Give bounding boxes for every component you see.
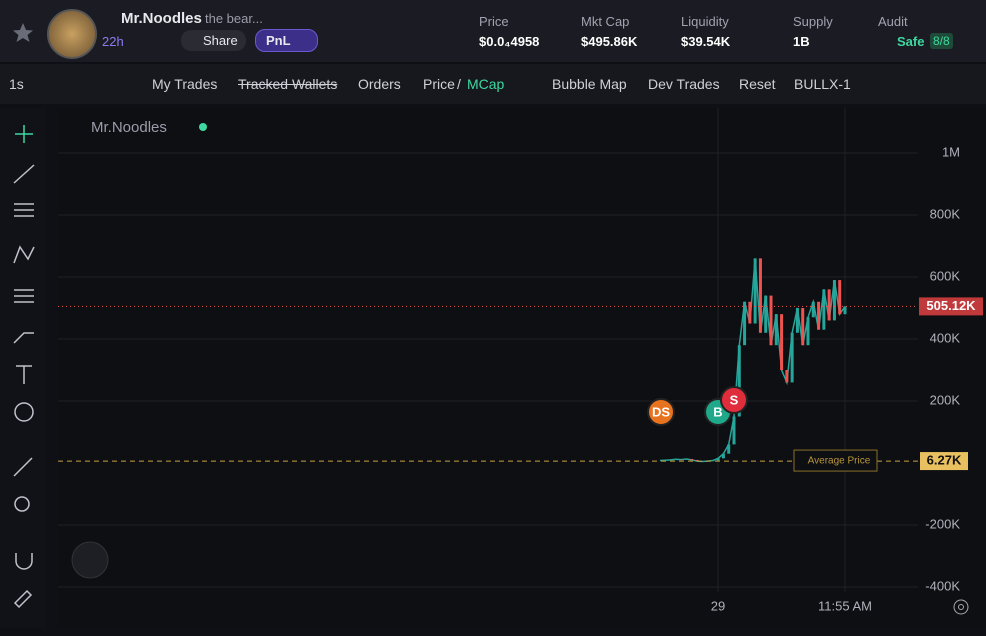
y-tick-label: -200K bbox=[925, 516, 960, 531]
stat-label: Liquidity bbox=[681, 14, 729, 29]
average-price-tag bbox=[920, 452, 968, 471]
stat-label: Mkt Cap bbox=[581, 14, 630, 29]
interval[interactable]: 1s bbox=[9, 76, 24, 92]
star-icon[interactable] bbox=[10, 20, 36, 44]
stat-value: $495.86K bbox=[581, 34, 638, 49]
plot-bg bbox=[58, 108, 986, 628]
token-avatar bbox=[47, 9, 97, 59]
average-price-text: Average Price bbox=[808, 456, 871, 467]
trade-marker-label: S bbox=[730, 392, 739, 407]
y-tick-label: 400K bbox=[930, 330, 961, 345]
last-price-tag bbox=[919, 297, 983, 316]
audit-badge: 8/8 bbox=[930, 33, 953, 49]
trade-marker-label: B bbox=[713, 404, 722, 419]
toolbar-item[interactable]: Orders bbox=[358, 76, 401, 92]
token-name: Mr.Noodles bbox=[121, 10, 202, 27]
toolbar-item[interactable]: Price bbox=[423, 76, 455, 92]
stat-value: $0.0₄4958 bbox=[479, 34, 540, 49]
x-label: 11:55 AM bbox=[818, 598, 872, 613]
token-age: 22h bbox=[102, 34, 124, 49]
average-price-label: 6.27K bbox=[927, 453, 962, 468]
share-button[interactable]: Share bbox=[181, 30, 246, 51]
toolbar-item[interactable]: MCap bbox=[467, 76, 505, 92]
trade-marker bbox=[647, 398, 675, 426]
header: Mr.Noodles the bear... 22h Share PnL Pri… bbox=[0, 0, 986, 62]
toolbar-item[interactable]: My Trades bbox=[152, 76, 218, 92]
y-tick-label: 600K bbox=[930, 268, 961, 283]
trade-marker-label: DS bbox=[652, 404, 670, 419]
last-price-label: 505.12K bbox=[926, 298, 976, 313]
chart: Mr.Noodles 29 11:55 AM 1M 800K 600K 400K 200… bbox=[58, 108, 986, 628]
legend: Mr.Noodles bbox=[91, 119, 167, 136]
token-desc: the bear... bbox=[205, 11, 263, 26]
stat-label: Price bbox=[479, 14, 509, 29]
toolbar-item[interactable]: BULLX-1 bbox=[794, 76, 851, 92]
tool-icons bbox=[13, 125, 35, 609]
toolbar-item[interactable]: Reset bbox=[739, 76, 776, 92]
toolbar-item[interactable]: Bubble Map bbox=[552, 76, 627, 92]
pnl-button[interactable]: PnL bbox=[255, 29, 318, 52]
y-tick-label: -400K bbox=[925, 578, 960, 593]
toolbar: 1s My Trades Tracked Wallets Orders Pric… bbox=[0, 64, 986, 104]
status-dot bbox=[199, 123, 207, 131]
tv-logo bbox=[71, 541, 109, 579]
average-price-box bbox=[793, 449, 878, 472]
y-tick-label: 1M bbox=[942, 144, 960, 159]
stat-value: Safe bbox=[897, 34, 925, 49]
trade-marker bbox=[720, 386, 748, 414]
toolbar-item[interactable]: Tracked Wallets bbox=[238, 76, 338, 92]
toolbar-item: / bbox=[457, 76, 461, 92]
y-tick-label: 200K bbox=[930, 392, 961, 407]
stat-value: $39.54K bbox=[681, 34, 731, 49]
tool-sidebar bbox=[0, 108, 46, 628]
settings-icon[interactable] bbox=[953, 599, 969, 615]
stat-label[interactable]: Audit bbox=[878, 14, 908, 29]
stat-value: 1B bbox=[793, 34, 810, 49]
stat-label: Supply bbox=[793, 14, 833, 29]
x-label: 29 bbox=[711, 598, 725, 613]
y-tick-label: 800K bbox=[930, 206, 961, 221]
toolbar-item[interactable]: Dev Trades bbox=[648, 76, 720, 92]
